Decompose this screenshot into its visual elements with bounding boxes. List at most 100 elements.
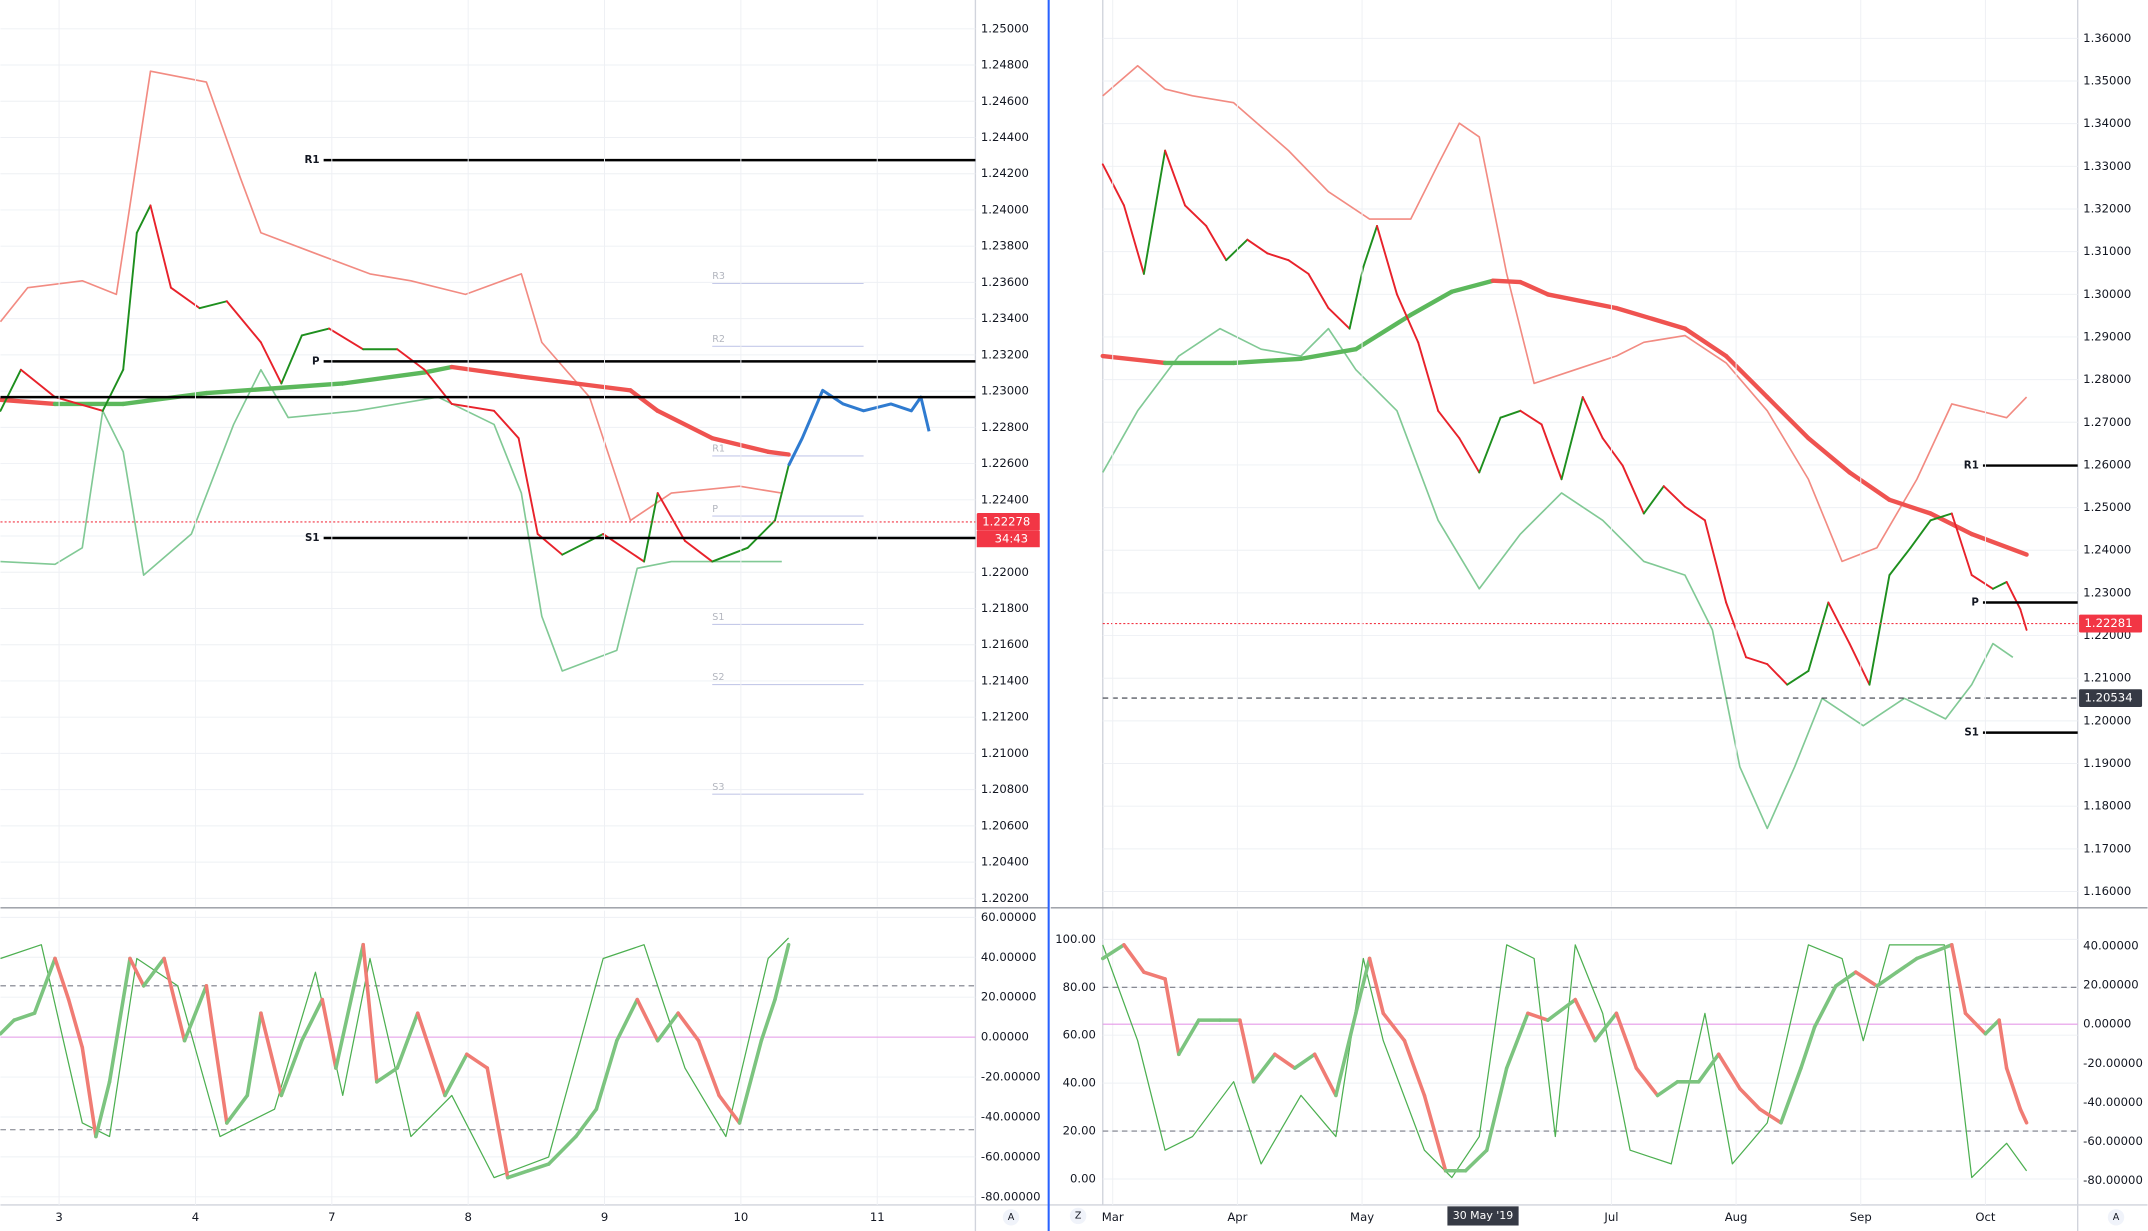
y-tick-label: 1.20200: [981, 891, 1029, 905]
series-segment: [1614, 305, 1688, 331]
series-segment: [1231, 356, 1304, 366]
series-segment: [259, 1011, 284, 1098]
zoom-button[interactable]: [1069, 1207, 1087, 1225]
series-segment: [676, 1011, 701, 1043]
series-segment: [1417, 341, 1440, 412]
series-segment: [710, 436, 771, 454]
x-tick-label: Aug: [1725, 1210, 1748, 1224]
series-segment: [1353, 312, 1413, 352]
y-tick-label: -20.00000: [981, 1070, 1041, 1084]
price-tag-label: 1.22281: [2085, 616, 2133, 630]
series-segment: [1437, 409, 1461, 440]
y-tick-label: 1.26000: [2083, 457, 2131, 471]
series-segment: [1758, 1107, 1783, 1125]
series-segment: [1593, 1011, 1619, 1043]
crosshair-time-label: 30 May '19: [1453, 1209, 1513, 1222]
series-segment: [1970, 574, 1994, 590]
series-line: [1102, 64, 2028, 563]
series-segment: [696, 1038, 721, 1098]
y-tick-label: 1.32000: [2083, 201, 2131, 215]
auto-scale-label[interactable]: A: [1008, 1212, 1015, 1223]
series-segment: [1909, 519, 1932, 549]
series-segment: [1238, 1018, 1256, 1084]
y-tick-label: 1.31000: [2083, 244, 2131, 258]
series-segment: [2019, 608, 2028, 631]
auto-scale-label[interactable]: A: [2113, 1212, 2120, 1223]
series-segment: [1122, 204, 1145, 275]
series-segment: [2018, 1107, 2029, 1125]
y-tick-label: 1.19000: [2083, 756, 2131, 770]
series-segment: [279, 1038, 304, 1098]
series-line: [0, 937, 790, 1179]
series-segment: [19, 368, 56, 399]
series-segment: [1807, 601, 1830, 672]
y2-tick-label: 40.00000: [2083, 939, 2138, 953]
faint-pivot-label: P: [712, 504, 718, 515]
series-segment: [1847, 470, 1892, 503]
price-tag: [2079, 614, 2143, 633]
y-tick-label: 1.28000: [2083, 372, 2131, 386]
y-tick-label: -40.00000: [981, 1109, 1041, 1123]
x-tick-label: Mar: [1102, 1210, 1124, 1224]
series-segment: [245, 1011, 263, 1098]
y-tick-label: 1.23000: [981, 384, 1029, 398]
series-segment: [1354, 956, 1372, 1016]
series-segment: [737, 1038, 764, 1125]
series-segment: [149, 204, 172, 289]
series-segment: [1142, 149, 1167, 275]
series-segment: [1545, 292, 1619, 311]
series-segment: [1895, 956, 1919, 974]
series-segment: [1122, 943, 1146, 974]
pivot-label: P: [1971, 596, 1979, 608]
y-tick-label: -60.00000: [981, 1149, 1041, 1163]
pivot-label: P: [312, 355, 320, 367]
faint-pivot-label: S3: [712, 782, 724, 793]
series-segment: [450, 403, 496, 412]
series-segment: [128, 956, 146, 988]
series-segment: [1812, 984, 1838, 1029]
series-segment: [340, 370, 427, 386]
x-tick-label: 3: [55, 1210, 62, 1224]
series-segment: [1642, 485, 1665, 515]
series-segment: [1716, 1052, 1742, 1091]
x-tick-label: 10: [733, 1210, 748, 1224]
zoom-label[interactable]: Z: [1075, 1210, 1082, 1221]
y-tick-label: 0.00000: [981, 1030, 1029, 1044]
series-segment: [1362, 224, 1378, 268]
series-segment: [1875, 970, 1899, 988]
series-segment: [443, 1052, 469, 1098]
series-line: [787, 388, 931, 467]
series-segment: [1868, 574, 1891, 686]
series-segment: [80, 1045, 98, 1139]
countdown-tag: [976, 530, 1040, 548]
series-segment: [334, 942, 365, 1070]
series-segment: [0, 397, 58, 407]
series-segment: [54, 396, 104, 412]
series-segment: [396, 348, 426, 371]
series-segment: [1292, 1052, 1317, 1070]
series-segment: [280, 334, 303, 385]
series-segment: [1490, 278, 1523, 285]
series-segment: [1546, 997, 1578, 1022]
series-segment: [66, 997, 85, 1050]
y-tick-label: 1.33000: [2083, 159, 2131, 173]
series-segment: [1991, 581, 2008, 590]
price-tag-label: 1.20534: [2085, 691, 2133, 705]
series-segment: [643, 492, 659, 563]
series-segment: [1458, 437, 1481, 474]
series-segment: [53, 956, 71, 1002]
series-segment: [1581, 396, 1604, 440]
series-segment: [32, 956, 57, 1015]
series-segment: [328, 327, 365, 351]
auto-scale-button[interactable]: [2107, 1209, 2125, 1226]
series-segment: [1499, 409, 1522, 419]
y-tick-label: 100.00: [1055, 932, 1096, 946]
series-segment: [1225, 238, 1249, 262]
y2-tick-label: -80.00000: [2083, 1173, 2143, 1187]
series-segment: [1266, 252, 1290, 262]
auto-scale-button[interactable]: [1002, 1209, 1020, 1226]
series-segment: [120, 390, 209, 407]
faint-pivot-label: S1: [712, 612, 724, 623]
series-segment: [1601, 437, 1624, 467]
